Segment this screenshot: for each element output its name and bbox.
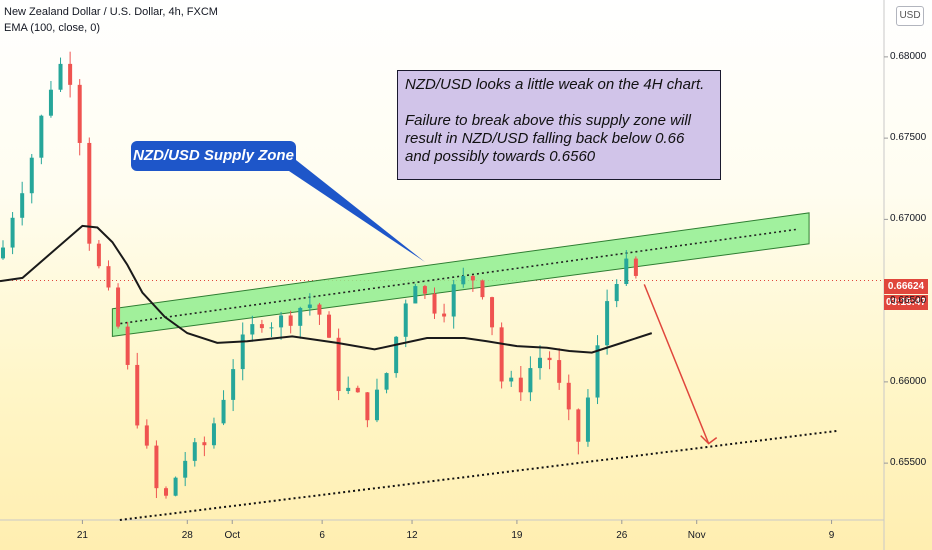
candle-body [39,115,44,158]
candle-body [96,243,101,267]
indicator-legend[interactable]: EMA (100, close, 0) [4,22,100,34]
y-tick-label: 0.68000 [890,50,927,62]
x-tick-label: Oct [224,530,241,541]
candle-body [183,460,188,478]
y-tick-label: 0.67500 [890,132,927,144]
ema-100-line [0,224,653,354]
candle-body [221,399,226,424]
candle-body [279,315,284,328]
candle-body [451,284,456,317]
y-tick-label: 0.66500 [890,294,927,306]
countdown-label: 03:15:47 [884,295,928,310]
candle-body [173,477,178,496]
candle-body [68,63,73,85]
projection-arrow-head [700,435,718,445]
candle-body [77,84,82,143]
y-tick-label: 0.65500 [890,457,927,469]
candle-body [566,382,571,410]
candle-body [211,423,216,446]
candle-body [374,389,379,421]
candle-body [202,442,207,446]
candle-body [106,266,111,288]
candle-body [10,217,15,248]
candle-body [413,286,418,304]
candle-body [384,373,389,390]
candle-body [269,327,274,329]
y-tick-label: 0.67000 [890,213,927,225]
candle-body [461,276,466,285]
candle-body [624,258,629,285]
candle-body [317,304,322,315]
x-tick-label: 6 [319,530,325,541]
candle-body [327,314,332,338]
support-trendline [119,429,840,521]
candle-body [355,387,360,393]
candle-body [288,315,293,326]
x-tick-label: Nov [687,530,706,541]
candle-body [518,377,523,393]
supply-zone-midline [120,228,798,325]
candle-body [336,337,341,392]
projection-arrow-shaft [643,284,710,444]
candle-body [470,276,475,281]
analysis-note[interactable]: NZD/USD looks a little weak on the 4H ch… [397,70,721,180]
candle-body [87,142,92,244]
supply-zone-callout[interactable]: NZD/USD Supply Zone [131,141,296,171]
candle-body [298,307,303,326]
candle-body [259,324,264,329]
candle-body [231,369,236,400]
candle-body [20,193,25,218]
candle-body [346,387,351,392]
candle-body [0,247,5,259]
candle-body [585,397,590,442]
candle-body [509,377,514,382]
candle-body [480,280,485,298]
candle-body [557,360,562,383]
candle-body [537,357,542,369]
candle-body [29,157,34,194]
candle-body [240,334,245,370]
candle-body [633,258,638,276]
candle-body [154,445,159,489]
candle-body [614,284,619,302]
x-tick-label: 9 [828,530,835,541]
candle-body [125,326,130,365]
candle-body [499,327,504,382]
candle-body [164,488,169,496]
candle-body [547,357,552,361]
candle-body [595,345,600,398]
candle-body [528,368,533,393]
candle-body [442,313,447,317]
callout-pointer [280,160,425,262]
candle-body [432,293,437,314]
candle-body [144,425,149,446]
candle-body [605,301,610,346]
x-tick-label: 28 [181,530,193,541]
candle-body [135,364,140,426]
candle-body [365,392,370,421]
candle-body [403,303,408,337]
y-tick-label: 0.66000 [890,375,927,387]
currency-badge[interactable]: USD [896,6,924,26]
x-tick-label: 21 [76,530,88,541]
symbol-title: New Zealand Dollar / U.S. Dollar, 4h, FX… [4,6,218,18]
candle-body [58,63,63,90]
candle-body [48,89,53,116]
candle-body [490,297,495,328]
candle-body [116,287,121,327]
candle-body [576,409,581,442]
x-tick-label: 19 [511,530,523,541]
x-tick-label: 26 [616,530,628,541]
candle-body [422,286,427,294]
x-tick-label: 12 [406,530,418,541]
candle-body [394,336,399,374]
supply-zone-band [111,212,810,337]
candle-body [307,304,312,308]
candle-body [250,324,255,335]
candle-body [192,442,197,461]
current-price-label: 0.66624 [884,279,928,294]
